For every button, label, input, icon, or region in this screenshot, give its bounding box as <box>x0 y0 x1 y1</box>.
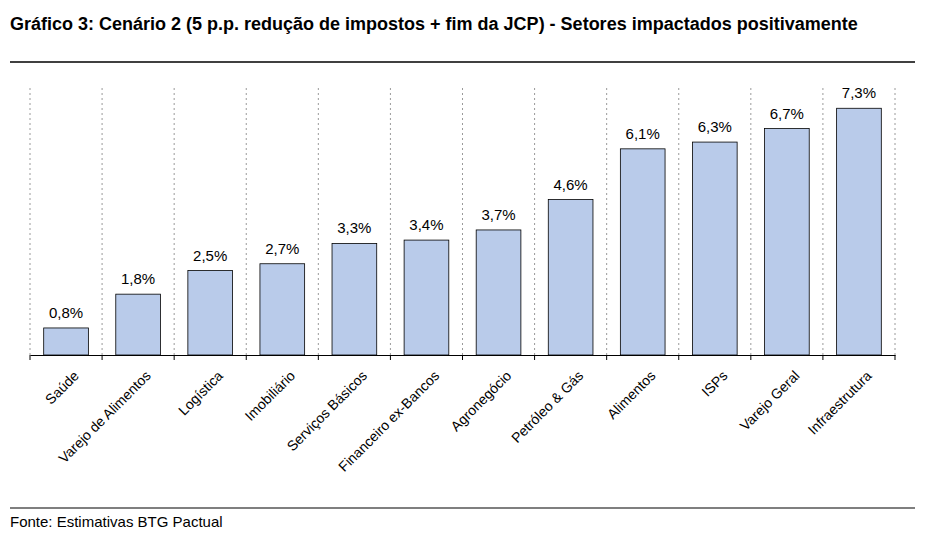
bar <box>260 264 305 355</box>
x-tick: ISPs <box>698 355 730 400</box>
grid-line <box>678 88 679 355</box>
x-tick: Petróleo & Gás <box>508 355 586 446</box>
grid-line <box>822 88 823 355</box>
x-tick: Serviços Básicos <box>283 355 370 454</box>
grid-line <box>462 88 463 355</box>
x-boundary-tick <box>102 355 103 360</box>
x-boundary-tick <box>822 355 823 360</box>
x-boundary-tick <box>390 355 391 360</box>
grid-line <box>102 88 103 355</box>
x-tick: Infraestrutura <box>805 355 875 438</box>
x-tick-label: Varejo de Alimentos <box>55 367 154 466</box>
data-label: 6,7% <box>770 105 804 122</box>
bar <box>548 200 593 355</box>
data-label: 7,3% <box>842 84 876 101</box>
source: Fonte: Estimativas BTG Pactual <box>10 513 223 530</box>
x-tick-label: Petróleo & Gás <box>508 367 586 445</box>
data-label: 0,8% <box>49 304 83 321</box>
data-label: 6,1% <box>626 125 660 142</box>
x-tick: Financeiro ex-Bancos <box>335 355 442 475</box>
x-tick: Varejo de Alimentos <box>55 355 154 466</box>
x-boundary-tick <box>895 355 896 360</box>
x-boundary-tick <box>534 355 535 360</box>
x-boundary-tick <box>30 355 31 360</box>
x-tick-label: Agronegócio <box>447 367 514 434</box>
data-label: 2,5% <box>193 247 227 264</box>
x-boundary-tick <box>678 355 679 360</box>
x-boundary-tick <box>750 355 751 360</box>
x-boundary-tick <box>606 355 607 360</box>
x-tick-label: Imobiliário <box>242 367 299 424</box>
data-label: 3,7% <box>481 206 515 223</box>
grid <box>30 88 895 355</box>
x-tick-label: Infraestrutura <box>805 367 875 437</box>
data-label: 6,3% <box>698 118 732 135</box>
grid-line <box>318 88 319 355</box>
bar <box>332 243 377 355</box>
grid-line <box>750 88 751 355</box>
data-label: 3,4% <box>409 216 443 233</box>
x-tick: Agronegócio <box>447 355 514 434</box>
bar <box>116 294 161 355</box>
bar <box>44 328 89 355</box>
bar <box>692 142 737 355</box>
x-boundary-tick <box>246 355 247 360</box>
x-tick-label: Saúde <box>42 367 82 407</box>
x-tick-label: Logística <box>175 367 226 418</box>
x-boundary-tick <box>462 355 463 360</box>
x-tick: Logística <box>175 355 226 418</box>
grid-line <box>174 88 175 355</box>
bar <box>404 240 449 355</box>
source-rule <box>10 507 915 508</box>
x-tick: Imobiliário <box>242 355 299 424</box>
data-label: 3,3% <box>337 219 371 236</box>
data-label: 4,6% <box>554 176 588 193</box>
grid-line <box>30 88 31 355</box>
data-label: 2,7% <box>265 240 299 257</box>
bar <box>476 230 521 355</box>
x-tick-label: Varejo Geral <box>736 367 802 433</box>
chart-title: Gráfico 3: Cenário 2 (5 p.p. redução de … <box>10 14 858 34</box>
grid-line <box>246 88 247 355</box>
bar <box>188 271 233 355</box>
data-label: 1,8% <box>121 270 155 287</box>
bar <box>837 108 882 355</box>
grid-line <box>895 88 896 355</box>
grid-line <box>534 88 535 355</box>
x-tick-label: Alimentos <box>604 367 659 422</box>
bars <box>44 108 882 355</box>
bar <box>620 149 665 355</box>
x-axis: SaúdeVarejo de Alimentos Logística Imobili… <box>30 355 896 475</box>
x-boundary-tick <box>174 355 175 360</box>
x-tick: Alimentos <box>604 355 659 422</box>
grid-line <box>390 88 391 355</box>
grid-line <box>606 88 607 355</box>
x-tick: Varejo Geral <box>736 355 802 434</box>
x-boundary-tick <box>318 355 319 360</box>
bar <box>765 129 810 355</box>
data-labels: 0,8% 1,8% 2,5% 2,7% 3,3% 3,4% 3,7% 4,6% 6,1% 6,3%… <box>49 84 876 321</box>
x-tick-label: ISPs <box>698 367 730 399</box>
x-tick: Saúde <box>42 355 82 407</box>
title-rule <box>10 61 915 63</box>
x-tick-label: Financeiro ex-Bancos <box>335 367 442 474</box>
